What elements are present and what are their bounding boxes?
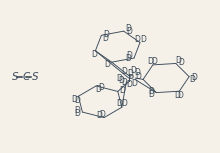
Text: D: D <box>126 27 132 36</box>
Text: D: D <box>126 54 132 63</box>
Text: D: D <box>121 67 127 76</box>
Text: D: D <box>151 57 157 65</box>
Text: D: D <box>147 57 153 65</box>
Text: S: S <box>12 71 19 82</box>
Text: P: P <box>128 74 134 84</box>
Text: D: D <box>134 35 140 44</box>
Text: D: D <box>126 24 132 33</box>
Text: D: D <box>178 91 183 99</box>
Text: D: D <box>117 99 123 108</box>
Text: D: D <box>189 75 195 84</box>
Text: D: D <box>103 30 109 39</box>
Text: D: D <box>135 68 140 77</box>
Text: D: D <box>74 106 80 115</box>
Text: D: D <box>74 109 80 118</box>
Text: D: D <box>95 85 101 94</box>
Text: D: D <box>91 50 97 59</box>
Text: D: D <box>98 83 104 92</box>
Text: D: D <box>130 66 136 75</box>
Text: D: D <box>126 80 132 89</box>
Text: D: D <box>120 86 126 95</box>
Text: D: D <box>121 99 127 108</box>
Text: D: D <box>121 78 127 87</box>
Text: D: D <box>148 90 154 99</box>
Text: D: D <box>174 91 180 99</box>
Text: D: D <box>102 34 108 43</box>
Text: D: D <box>178 58 184 67</box>
Text: D: D <box>118 76 124 85</box>
Text: D: D <box>140 35 146 44</box>
Text: D: D <box>74 96 80 104</box>
Text: D: D <box>192 73 198 82</box>
Text: D: D <box>148 87 154 96</box>
Text: D: D <box>135 72 141 81</box>
Text: D: D <box>176 56 181 65</box>
Text: D: D <box>96 111 102 120</box>
Text: D: D <box>104 60 110 69</box>
Text: S: S <box>32 71 39 82</box>
Text: D: D <box>72 95 77 104</box>
Text: D: D <box>116 74 122 82</box>
Text: D: D <box>99 110 105 119</box>
Text: D: D <box>131 79 137 88</box>
Text: D: D <box>126 51 132 60</box>
Text: C: C <box>23 71 30 82</box>
Text: D: D <box>127 69 133 78</box>
